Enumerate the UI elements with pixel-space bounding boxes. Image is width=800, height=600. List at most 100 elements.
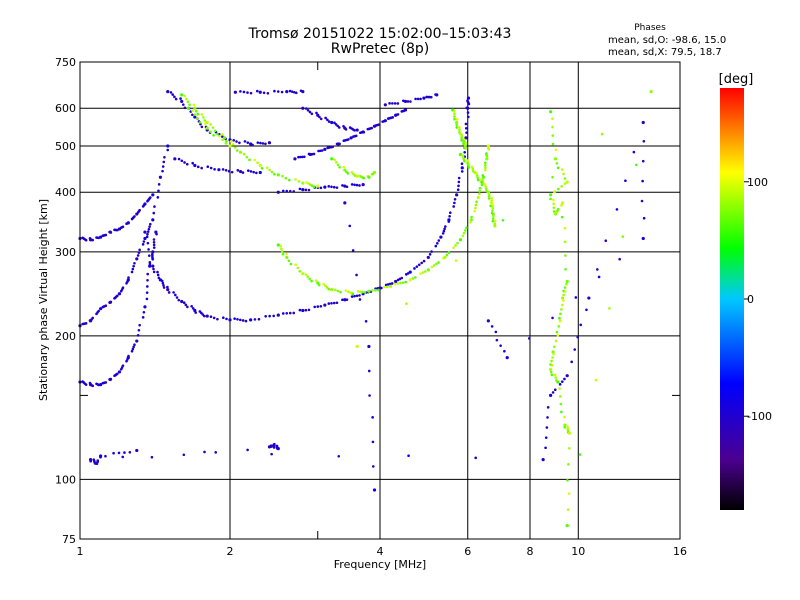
echo-point	[324, 284, 327, 288]
echo-point	[121, 364, 125, 367]
echo-point	[196, 165, 200, 169]
echo-point	[463, 229, 467, 232]
echo-point	[596, 268, 599, 271]
echo-point	[382, 285, 386, 289]
echo-point	[493, 222, 497, 225]
grid-lines	[80, 62, 680, 539]
echo-point	[372, 488, 377, 492]
echo-point	[556, 208, 560, 211]
echo-point	[142, 240, 146, 243]
echo-point	[339, 290, 342, 294]
echo-point	[563, 290, 567, 293]
echo-point	[362, 176, 366, 180]
echo-point	[91, 238, 95, 242]
x-tick-label: 1	[77, 545, 84, 558]
echo-point	[166, 90, 170, 94]
echo-point	[135, 257, 139, 261]
echo-point	[358, 294, 361, 297]
echo-point	[406, 100, 410, 103]
echo-point	[570, 360, 573, 364]
echo-point	[175, 296, 179, 299]
echo-point	[253, 318, 257, 321]
echo-point	[156, 273, 160, 277]
echo-point	[166, 287, 170, 292]
echo-point	[403, 108, 408, 112]
echo-point	[288, 178, 291, 182]
echo-point	[217, 168, 221, 172]
echo-point	[597, 275, 601, 279]
echo-point	[417, 263, 421, 267]
echo-point	[393, 102, 397, 105]
echo-point	[453, 109, 456, 113]
echo-point	[162, 284, 165, 287]
echo-point	[209, 315, 213, 319]
echo-point	[152, 246, 156, 249]
echo-point	[166, 144, 170, 148]
echo-point	[312, 152, 316, 156]
echo-point	[442, 229, 446, 233]
echo-point	[456, 188, 460, 192]
echo-point	[361, 290, 364, 294]
echo-point	[174, 97, 178, 101]
echo-point	[419, 272, 422, 275]
echo-point	[493, 224, 497, 228]
echo-point	[227, 169, 231, 173]
echo-point	[183, 106, 187, 110]
echo-point	[89, 459, 92, 463]
echo-point	[256, 141, 260, 144]
echo-point	[161, 165, 165, 168]
echo-point	[349, 136, 353, 140]
echo-point	[285, 255, 289, 260]
echo-point	[297, 155, 300, 159]
y-tick-label: 500	[55, 140, 76, 153]
echo-point	[256, 161, 259, 165]
echo-point	[194, 109, 198, 113]
echo-point	[142, 310, 146, 314]
echo-point	[138, 208, 141, 212]
echo-point	[147, 254, 151, 257]
echo-point	[556, 166, 560, 170]
echo-point	[467, 164, 470, 167]
echo-point	[455, 193, 459, 197]
echo-point	[319, 304, 323, 308]
echo-point	[127, 276, 130, 279]
echo-point	[567, 462, 570, 466]
echo-point	[455, 126, 458, 129]
echo-point	[465, 106, 468, 110]
echo-point	[401, 281, 405, 284]
echo-point	[288, 311, 292, 315]
echo-point	[549, 110, 553, 114]
echo-point	[487, 192, 491, 195]
echo-point	[242, 90, 246, 94]
echo-point	[493, 219, 497, 223]
echo-point	[229, 140, 233, 143]
echo-point	[284, 176, 288, 180]
echo-point	[209, 130, 212, 134]
echo-point	[554, 148, 558, 152]
echo-point	[356, 290, 360, 293]
echo-point	[461, 153, 464, 157]
echo-point	[549, 367, 553, 372]
echo-point	[380, 286, 383, 290]
echo-point	[585, 308, 588, 312]
echo-point	[473, 209, 477, 213]
echo-point	[475, 174, 479, 177]
echo-point	[146, 278, 149, 282]
echo-point	[344, 289, 348, 292]
echo-point	[492, 214, 495, 218]
echo-point	[319, 186, 323, 190]
echo-point	[560, 380, 564, 383]
echo-point	[642, 216, 646, 220]
echo-point	[121, 225, 125, 229]
echo-point	[332, 301, 336, 305]
echo-point	[297, 180, 301, 183]
y-tick-label: 75	[62, 533, 76, 546]
echo-point	[416, 97, 420, 101]
echo-point	[285, 252, 288, 256]
echo-point	[467, 115, 470, 119]
echo-point	[301, 155, 304, 159]
echo-point	[330, 302, 333, 305]
echo-point	[347, 290, 350, 294]
echo-point	[96, 459, 100, 462]
echo-point	[448, 215, 451, 218]
